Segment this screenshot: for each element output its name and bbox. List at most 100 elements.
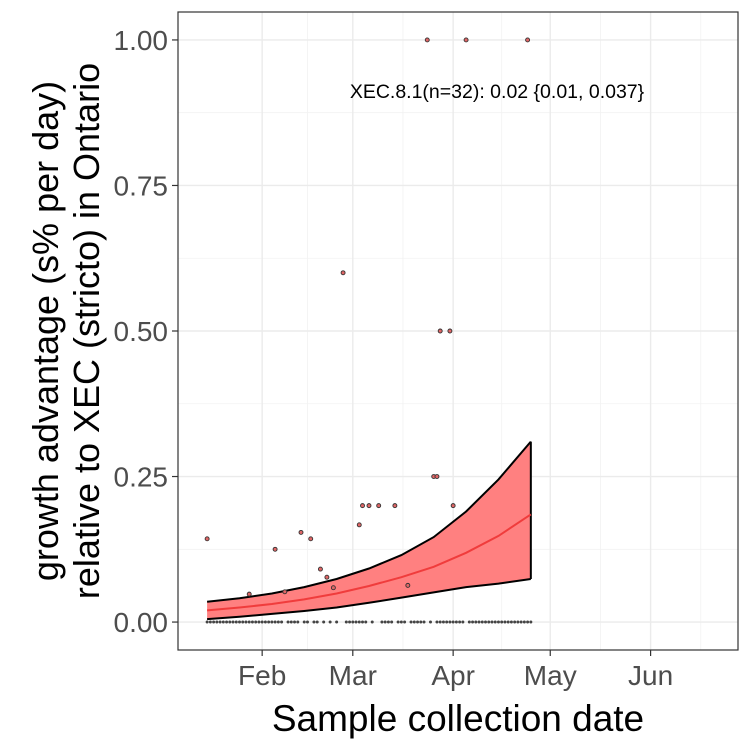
data-point-zero	[399, 620, 403, 624]
ribbon-layer	[206, 440, 532, 621]
data-point-zero	[364, 620, 368, 624]
data-point-zero	[250, 620, 254, 624]
data-point-zero	[509, 620, 513, 624]
y-axis-title: growth advantage (s% per day) relative t…	[25, 63, 107, 599]
data-point-zero	[234, 620, 238, 624]
data-point-zero	[445, 620, 449, 624]
data-point-zero	[493, 620, 497, 624]
data-point-zero	[225, 620, 229, 624]
data-point-zero	[208, 620, 212, 624]
data-point-zero	[422, 620, 426, 624]
data-point-zero	[487, 620, 491, 624]
data-point-zero	[454, 620, 458, 624]
confidence-ribbon	[207, 441, 531, 620]
data-point-zero	[409, 620, 413, 624]
data-point-zero	[328, 620, 332, 624]
data-point-zero	[228, 620, 232, 624]
data-point	[324, 574, 330, 580]
data-point-zero	[357, 620, 361, 624]
data-point-zero	[218, 620, 222, 624]
data-point	[317, 566, 323, 572]
data-point-zero	[390, 620, 394, 624]
data-point	[298, 529, 304, 535]
data-point-zero	[221, 620, 225, 624]
y-tick-label: 1.00	[114, 25, 169, 56]
data-point-zero	[257, 620, 261, 624]
data-point-zero	[529, 620, 533, 624]
data-point-zero	[302, 620, 306, 624]
data-point	[463, 37, 469, 43]
data-point	[282, 589, 288, 595]
y-tick-label: 0.50	[114, 316, 169, 347]
annotation-layer: XEC.8.1(n=32): 0.02 {0.01, 0.037}	[350, 81, 645, 103]
data-point-zero	[231, 620, 235, 624]
data-point-zero	[289, 620, 293, 624]
data-point-zero	[293, 620, 297, 624]
y-tick-label: 0.25	[114, 462, 169, 493]
data-point-zero	[241, 620, 245, 624]
data-point-zero	[428, 620, 432, 624]
data-point-zero	[335, 620, 339, 624]
data-point	[246, 591, 252, 597]
data-point-zero	[416, 620, 420, 624]
data-point-zero	[238, 620, 242, 624]
data-point	[360, 503, 365, 509]
data-point-zero	[383, 620, 387, 624]
data-point-zero	[474, 620, 478, 624]
data-point	[450, 503, 456, 509]
data-point	[376, 503, 382, 509]
data-point-zero	[315, 620, 319, 624]
data-point-zero	[403, 620, 407, 624]
data-point-zero	[344, 620, 348, 624]
data-point-zero	[500, 620, 504, 624]
data-point-zero	[296, 620, 300, 624]
data-point	[405, 582, 411, 588]
data-point-zero	[519, 620, 523, 624]
data-point	[356, 522, 362, 528]
data-point	[392, 503, 398, 509]
data-point-zero	[370, 620, 374, 624]
data-point-zero	[380, 620, 384, 624]
data-point-zero	[461, 620, 465, 624]
x-tick-label: Mar	[329, 660, 377, 691]
data-point-zero	[247, 620, 251, 624]
data-point-zero	[351, 620, 355, 624]
data-point-zero	[467, 620, 471, 624]
y-axis-title-line1: growth advantage (s% per day)	[25, 81, 66, 581]
data-point-zero	[212, 620, 216, 624]
data-point-zero	[305, 620, 309, 624]
data-point-zero	[522, 620, 526, 624]
data-point	[437, 328, 443, 334]
data-point-zero	[263, 620, 267, 624]
data-point-zero	[244, 620, 248, 624]
y-axis-title-line2: relative to XEC (stricto) in Ontario	[66, 63, 107, 599]
data-point-zero	[458, 620, 462, 624]
data-point-zero	[312, 620, 316, 624]
data-point-zero	[205, 620, 209, 624]
data-point-zero	[419, 620, 423, 624]
axis-ticks: 0.00 0.25 0.50 0.75 1.00 Feb Mar Apr May Jun	[114, 25, 674, 691]
data-point-zero	[516, 620, 520, 624]
data-point-zero	[496, 620, 500, 624]
data-point-zero	[441, 620, 445, 624]
data-point-zero	[260, 620, 264, 624]
data-point-zero	[386, 620, 390, 624]
x-tick-label: Jun	[628, 660, 673, 691]
data-point-zero	[286, 620, 290, 624]
data-point	[330, 585, 336, 591]
data-point-zero	[480, 620, 484, 624]
data-point-zero	[354, 620, 358, 624]
x-axis-title: Sample collection date	[272, 698, 644, 739]
data-point-zero	[503, 620, 507, 624]
data-point-zero	[280, 620, 284, 624]
data-point-zero	[484, 620, 488, 624]
major-gridlines	[178, 12, 738, 650]
data-point-zero	[412, 620, 416, 624]
y-tick-label: 0.00	[114, 607, 169, 638]
data-point	[204, 536, 210, 542]
data-point-zero	[448, 620, 452, 624]
y-tick-label: 0.75	[114, 170, 169, 201]
data-point-zero	[273, 620, 277, 624]
